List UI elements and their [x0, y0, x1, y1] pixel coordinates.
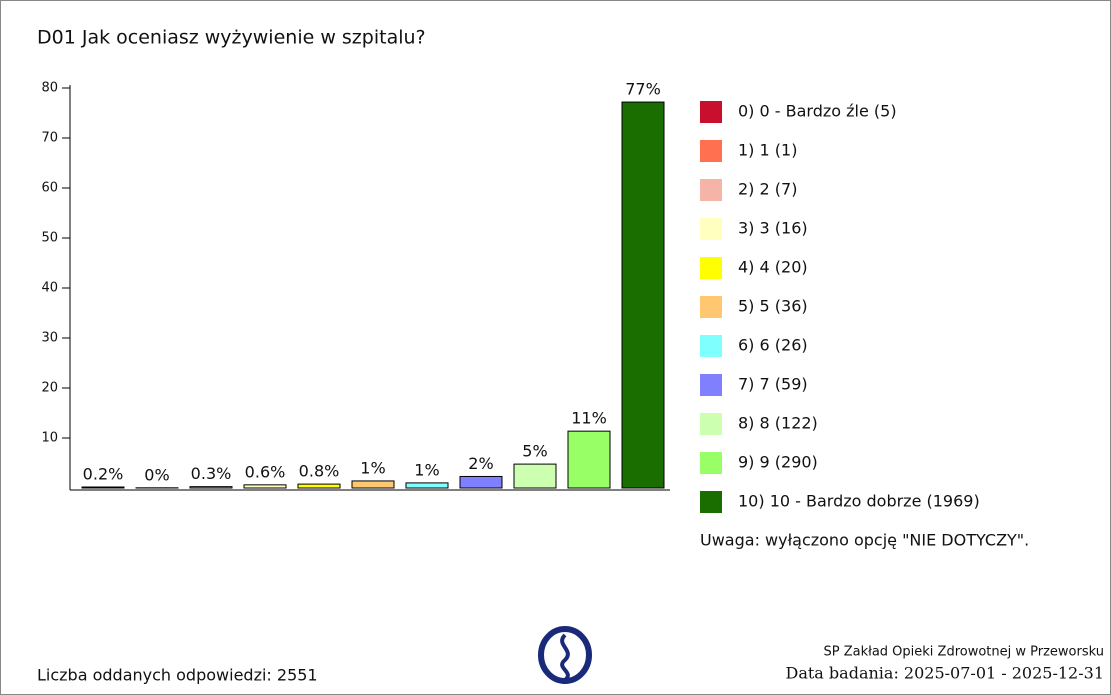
- bar: [405, 482, 449, 489]
- legend-swatch: [700, 218, 722, 240]
- legend-swatch: [700, 101, 722, 123]
- value-label: 5%: [522, 442, 547, 461]
- legend-label: 10) 10 - Bardzo dobrze (1969): [738, 492, 980, 511]
- footer-left: Liczba oddanych odpowiedzi: 2551: [37, 666, 318, 685]
- bar: [459, 475, 503, 489]
- legend-label: 1) 1 (1): [738, 141, 797, 160]
- value-label: 0.6%: [245, 462, 286, 481]
- footer-date: Data badania: 2025-07-01 - 2025-12-31: [786, 664, 1105, 683]
- y-tick-label: 70: [41, 131, 58, 146]
- bar: [243, 484, 287, 489]
- value-label: 11%: [571, 409, 607, 428]
- bar: [189, 486, 233, 489]
- value-label: 2%: [468, 454, 493, 473]
- value-label: 77%: [625, 80, 661, 99]
- legend-swatch: [700, 296, 722, 318]
- y-tick-label: 20: [41, 381, 58, 396]
- legend-swatch: [700, 179, 722, 201]
- value-label: 0.8%: [299, 462, 340, 481]
- legend-swatch: [700, 257, 722, 279]
- logo: [538, 626, 592, 684]
- chart-title: D01 Jak oceniasz wyżywienie w szpitalu?: [37, 27, 426, 49]
- legend-label: 0) 0 - Bardzo źle (5): [738, 102, 897, 121]
- note: Uwaga: wyłączono opcję "NIE DOTYCZY".: [700, 531, 1029, 550]
- y-tick-label: 30: [41, 331, 58, 346]
- legend-label: 3) 3 (16): [738, 219, 808, 238]
- legend-label: 9) 9 (290): [738, 453, 818, 472]
- legend-label: 6) 6 (26): [738, 336, 808, 355]
- y-tick-label: 50: [41, 231, 58, 246]
- bar: [513, 463, 557, 489]
- value-label: 1%: [360, 458, 385, 477]
- legend-label: 4) 4 (20): [738, 258, 808, 277]
- value-label: 0%: [144, 465, 169, 484]
- legend-swatch: [700, 413, 722, 435]
- legend-label: 2) 2 (7): [738, 180, 797, 199]
- bar: [81, 486, 125, 489]
- footer-org: SP Zakład Opieki Zdrowotnej w Przeworsku: [824, 645, 1104, 660]
- legend-swatch: [700, 140, 722, 162]
- y-tick-label: 80: [41, 81, 58, 96]
- bar: [351, 480, 395, 489]
- bar: [621, 101, 665, 489]
- legend-label: 5) 5 (36): [738, 297, 808, 316]
- legend-label: 8) 8 (122): [738, 414, 818, 433]
- legend-label: 7) 7 (59): [738, 375, 808, 394]
- bar: [567, 430, 611, 489]
- legend-swatch: [700, 335, 722, 357]
- y-tick-label: 60: [41, 181, 58, 196]
- value-label: 0.2%: [83, 465, 124, 484]
- y-tick-label: 10: [41, 431, 58, 446]
- value-label: 0.3%: [191, 464, 232, 483]
- value-label: 1%: [414, 460, 439, 479]
- legend-swatch: [700, 491, 722, 513]
- legend-swatch: [700, 374, 722, 396]
- bar: [297, 483, 341, 489]
- y-tick-label: 40: [41, 281, 58, 296]
- legend-swatch: [700, 452, 722, 474]
